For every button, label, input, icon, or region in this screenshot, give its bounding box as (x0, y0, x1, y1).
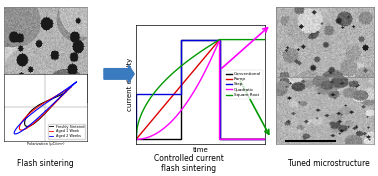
Quadratic (217, 39, 222, 41)
Line: Square Root: Square Root (136, 40, 265, 139)
Step (134, 93, 138, 96)
Square Root (134, 138, 138, 140)
Conventional (134, 138, 138, 140)
X-axis label: time: time (192, 147, 208, 153)
Conventional (134, 138, 138, 140)
Ramp (134, 138, 138, 140)
Conventional (217, 39, 222, 41)
Line: Quadratic: Quadratic (136, 40, 265, 139)
Y-axis label: Electric Field (kV/mm): Electric Field (kV/mm) (0, 88, 2, 127)
Line: Step: Step (136, 40, 265, 139)
Quadratic (262, 138, 267, 140)
Square Root (200, 49, 205, 51)
Square Root (152, 91, 157, 93)
Conventional (217, 138, 222, 140)
Line: Conventional: Conventional (136, 40, 265, 139)
Quadratic (150, 135, 154, 137)
Step (134, 138, 138, 140)
Step (217, 39, 222, 41)
Conventional (262, 138, 267, 140)
Line: Ramp: Ramp (136, 40, 265, 139)
Legend: Conventional, Ramp, Step, Quadratic, Square Root: Conventional, Ramp, Step, Quadratic, Squ… (224, 70, 262, 99)
Step (217, 138, 222, 140)
Quadratic (134, 138, 138, 140)
Square Root (207, 45, 212, 47)
Step (156, 93, 161, 96)
Ramp (217, 138, 222, 140)
Conventional (179, 39, 183, 41)
Quadratic (200, 75, 205, 77)
Text: Tuned microstructure: Tuned microstructure (288, 159, 370, 168)
Quadratic (152, 133, 157, 136)
Square Root (262, 39, 267, 41)
Step (156, 93, 161, 96)
Step (262, 138, 267, 140)
Square Root (173, 70, 177, 72)
Step (179, 93, 183, 96)
Quadratic (194, 87, 198, 89)
Square Root (150, 95, 154, 97)
Ramp (217, 39, 222, 41)
Quadratic (173, 117, 177, 119)
Legend: Freshly Sintered, Aged 1 Week, Aged 2 Weeks: Freshly Sintered, Aged 1 Week, Aged 2 We… (48, 124, 85, 139)
Square Root (194, 54, 198, 56)
Quadratic (207, 61, 212, 63)
Text: Flash sintering: Flash sintering (17, 159, 74, 168)
Ramp (262, 138, 267, 140)
Step (179, 39, 183, 41)
Square Root (217, 39, 222, 41)
Text: Controlled current
flash sintering: Controlled current flash sintering (154, 154, 224, 173)
Y-axis label: current density: current density (127, 58, 133, 111)
Conventional (179, 138, 183, 140)
X-axis label: Polarization (μC/cm²): Polarization (μC/cm²) (26, 142, 64, 146)
